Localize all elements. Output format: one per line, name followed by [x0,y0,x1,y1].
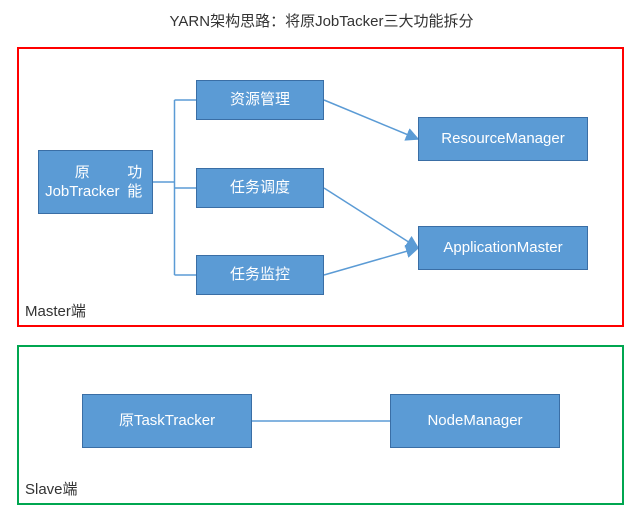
node-application-master: ApplicationMaster [418,226,588,270]
node-tasktracker: 原TaskTracker [82,394,252,448]
node-node-manager: NodeManager [390,394,560,448]
diagram-title: YARN架构思路：将原JobTacker三大功能拆分 [0,0,643,39]
node-resource-management: 资源管理 [196,80,324,120]
node-jobtracker: 原JobTracker功能 [38,150,153,214]
slave-panel-label: Slave端 [25,478,78,499]
node-resource-manager: ResourceManager [418,117,588,161]
node-task-scheduling: 任务调度 [196,168,324,208]
node-task-monitoring: 任务监控 [196,255,324,295]
master-panel-label: Master端 [25,300,86,321]
